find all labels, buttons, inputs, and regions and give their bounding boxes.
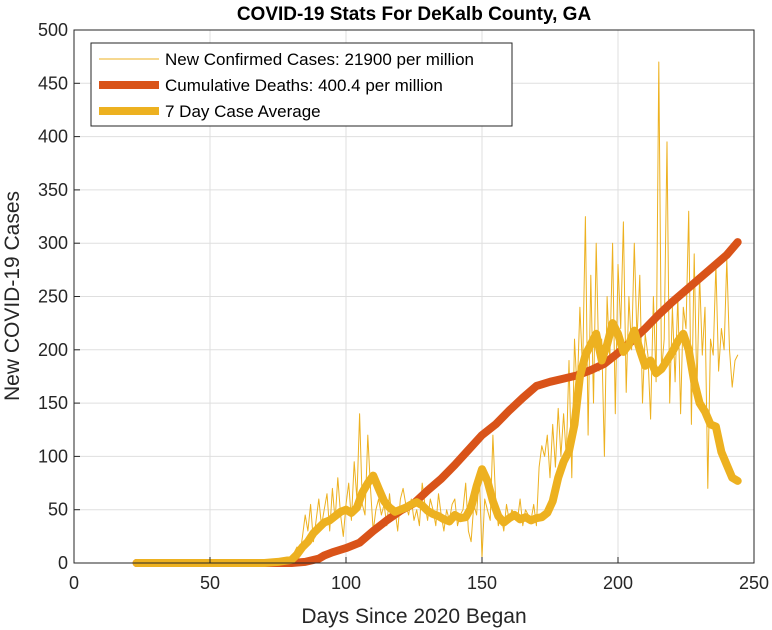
x-tick-label: 200 (603, 573, 633, 593)
y-tick-label: 300 (38, 233, 68, 253)
legend: New Confirmed Cases: 21900 per million Cu… (90, 42, 513, 127)
x-tick-label: 100 (331, 573, 361, 593)
y-tick-label: 450 (38, 73, 68, 93)
series-line-2 (132, 319, 742, 567)
series-line-0 (136, 61, 739, 564)
y-tick-label: 50 (48, 500, 68, 520)
y-tick-label: 250 (38, 287, 68, 307)
y-tick-label: 100 (38, 446, 68, 466)
x-tick-label: 50 (200, 573, 220, 593)
plot-series (132, 61, 742, 567)
y-tick-label: 200 (38, 340, 68, 360)
y-tick-label: 150 (38, 393, 68, 413)
y-tick-label: 400 (38, 127, 68, 147)
x-axis-label: Days Since 2020 Began (301, 605, 526, 628)
y-tick-label: 350 (38, 180, 68, 200)
axis-ticks: 0 50 100 150 200 250 0 50 100 150 200 250 300 350 400 4… (38, 20, 769, 593)
x-tick-label: 150 (467, 573, 497, 593)
legend-box (90, 42, 513, 127)
y-tick-label: 0 (58, 553, 68, 573)
legend-label-0: New Confirmed Cases: 21900 per million (165, 50, 474, 69)
chart-title: COVID-19 Stats For DeKalb County, GA (237, 4, 592, 25)
y-tick-label: 500 (38, 20, 68, 40)
x-tick-label: 0 (69, 573, 79, 593)
legend-label-1: Cumulative Deaths: 400.4 per million (165, 76, 443, 95)
legend-label-2: 7 Day Case Average (165, 102, 321, 121)
y-axis-label: New COVID-19 Cases (1, 191, 24, 401)
series-line-1 (132, 238, 742, 567)
x-tick-label: 250 (739, 573, 769, 593)
